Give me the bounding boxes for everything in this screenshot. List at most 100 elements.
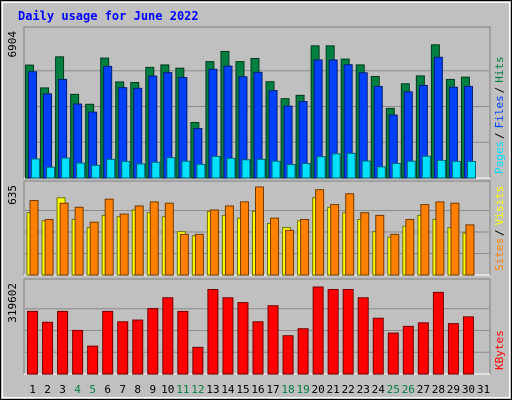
- bar-sites-18: [285, 229, 295, 276]
- bar-kbytes-1: [27, 310, 39, 375]
- bar-kbytes-21: [327, 289, 339, 375]
- bar-kbytes-9: [147, 308, 159, 375]
- bar-pages-17: [271, 160, 281, 179]
- bar-kbytes-18: [282, 335, 294, 375]
- x-tick-label: 11: [176, 383, 189, 396]
- bar-sites-17: [270, 217, 280, 276]
- bar-sites-23: [360, 212, 370, 276]
- bar-sites-7: [119, 213, 129, 276]
- x-tick-label: 10: [161, 383, 174, 396]
- x-tick-label: 8: [134, 383, 141, 396]
- legend-separator: /: [493, 132, 506, 139]
- x-tick-label: 6: [104, 383, 111, 396]
- legend-kbytes: KBytes: [493, 330, 506, 370]
- bar-sites-4: [74, 206, 84, 276]
- x-tick-label: 3: [59, 383, 66, 396]
- bar-pages-1: [31, 158, 41, 179]
- x-tick-label: 15: [236, 383, 249, 396]
- bar-sites-2: [44, 218, 54, 276]
- x-tick-label: 31: [477, 383, 490, 396]
- x-tick-label: 13: [206, 383, 219, 396]
- panel-max-label: 635: [6, 185, 19, 205]
- x-tick-label: 5: [89, 383, 96, 396]
- panel-visits-sites: 635 Sites / Visits: [6, 180, 506, 276]
- bar-kbytes-25: [387, 332, 399, 375]
- x-tick-label: 29: [447, 383, 460, 396]
- bar-pages-27: [421, 155, 431, 179]
- bar-sites-24: [375, 214, 385, 276]
- x-tick-label: 25: [387, 383, 400, 396]
- bar-pages-9: [151, 161, 161, 179]
- legend-visits-sites: Sites / Visits: [493, 186, 506, 271]
- bar-kbytes-15: [237, 302, 249, 375]
- bar-kbytes-11: [177, 310, 189, 375]
- bar-sites-30: [465, 224, 475, 276]
- bar-pages-21: [331, 153, 341, 179]
- x-tick-label: 2: [44, 383, 51, 396]
- bar-sites-8: [134, 205, 144, 276]
- panel-max-label: 6904: [6, 31, 19, 58]
- bar-files-24: [373, 85, 383, 179]
- bar-pages-22: [346, 152, 356, 179]
- bar-kbytes-8: [132, 319, 144, 375]
- bar-pages-13: [211, 155, 221, 179]
- x-axis-labels: 1 2 3 4 5 6 7 8 9 10 11 12 13 14 15 16 17 18 19 20 21 22 23 24 2…: [29, 383, 490, 396]
- x-tick-label: 21: [327, 383, 340, 396]
- bar-kbytes-5: [87, 345, 99, 375]
- bar-sites-26: [405, 218, 415, 276]
- x-tick-label: 9: [149, 383, 156, 396]
- bar-kbytes-7: [117, 321, 129, 375]
- chart-title: Daily usage for June 2022: [18, 9, 199, 23]
- bar-sites-1: [29, 200, 39, 276]
- bar-pages-5: [91, 164, 101, 179]
- bar-sites-5: [89, 221, 99, 276]
- bar-pages-7: [121, 160, 131, 179]
- bar-kbytes-30: [462, 316, 474, 375]
- bar-pages-12: [196, 163, 206, 179]
- bar-pages-25: [391, 163, 401, 179]
- series-sites: [29, 186, 475, 276]
- bar-sites-19: [300, 218, 310, 276]
- bar-kbytes-3: [57, 310, 69, 375]
- series-pages: [31, 152, 476, 179]
- x-tick-label: 7: [119, 383, 126, 396]
- bar-kbytes-17: [267, 305, 279, 375]
- bar-sites-16: [255, 186, 264, 276]
- x-tick-label: 19: [296, 383, 309, 396]
- bar-kbytes-19: [297, 328, 309, 375]
- bar-pages-18: [286, 164, 296, 179]
- bar-sites-11: [179, 233, 189, 276]
- x-tick-label: 24: [372, 383, 386, 396]
- x-tick-label: 18: [281, 383, 294, 396]
- bar-sites-29: [450, 202, 460, 276]
- bar-pages-15: [241, 159, 251, 179]
- x-tick-label: 1: [29, 383, 36, 396]
- bar-sites-20: [315, 189, 325, 276]
- bar-pages-8: [136, 163, 146, 179]
- bar-kbytes-4: [72, 329, 84, 375]
- x-tick-label: 28: [432, 383, 445, 396]
- x-tick-label: 17: [266, 383, 279, 396]
- bar-sites-12: [194, 233, 204, 276]
- bar-pages-26: [406, 160, 416, 179]
- legend-pages: Pages: [493, 141, 506, 174]
- legend-hits-files-pages: Pages/Files/Hits: [493, 56, 506, 174]
- bar-pages-30: [466, 160, 476, 179]
- legend-kbytes: KBytes: [493, 330, 506, 370]
- legend-visits: Visits: [493, 186, 506, 226]
- series-files: [28, 56, 473, 179]
- bar-kbytes-28: [432, 291, 444, 375]
- bar-pages-3: [61, 157, 71, 179]
- bar-pages-10: [166, 157, 176, 179]
- bar-pages-23: [361, 160, 371, 179]
- bar-kbytes-16: [252, 321, 264, 375]
- legend-hits: Hits: [493, 56, 506, 83]
- bar-pages-28: [436, 159, 446, 179]
- bar-kbytes-2: [42, 321, 54, 375]
- bar-pages-6: [106, 158, 116, 179]
- bar-sites-3: [59, 202, 69, 276]
- bar-kbytes-24: [372, 317, 384, 375]
- bar-sites-13: [209, 209, 219, 276]
- bar-kbytes-13: [207, 289, 219, 375]
